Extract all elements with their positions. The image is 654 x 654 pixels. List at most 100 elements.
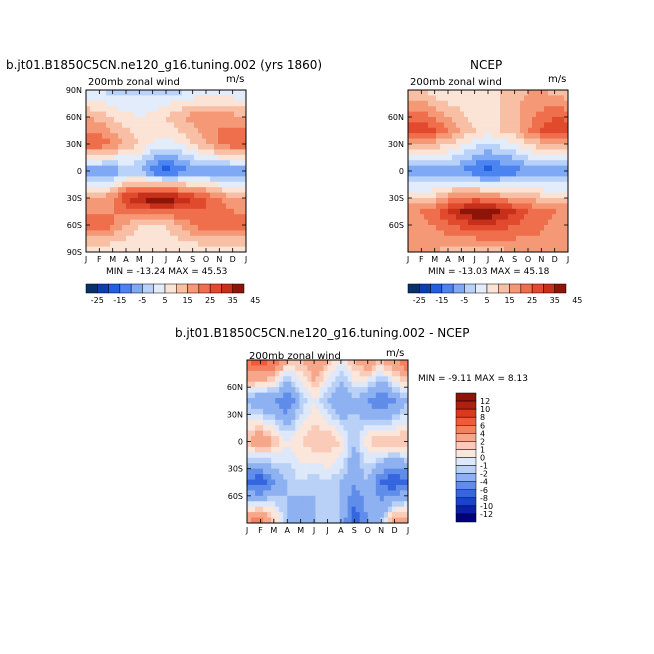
ncep-heatmap-cell <box>548 138 553 145</box>
diff-heatmap-cell <box>375 408 381 415</box>
ncep-heatmap-cell <box>492 100 497 107</box>
ncep-heatmap-cell <box>444 122 449 129</box>
diff-heatmap-cell <box>387 365 393 372</box>
ncep-heatmap-cell <box>540 165 545 172</box>
model-heatmap-cell <box>218 95 223 102</box>
model-heatmap-cell <box>186 181 191 188</box>
model-heatmap-cell <box>90 122 95 129</box>
diff-heatmap-cell <box>343 381 349 388</box>
diff-heatmap-cell <box>383 506 389 513</box>
model-heatmap-cell <box>190 138 195 145</box>
ncep-heatmap-cell <box>492 117 497 123</box>
diff-heatmap-cell <box>299 484 304 491</box>
ncep-heatmap-cell <box>484 219 489 226</box>
model-heatmap-cell <box>126 181 131 188</box>
model-heatmap-cell <box>242 90 247 96</box>
model-heatmap-cell <box>138 95 143 102</box>
diff-heatmap-cell <box>275 430 280 437</box>
model-heatmap-cell <box>162 144 167 150</box>
model-heatmap-cell <box>162 160 167 166</box>
diff-heatmap-cell <box>267 517 272 524</box>
model-heatmap-cell <box>114 208 119 215</box>
diff-heatmap-cell <box>299 457 304 464</box>
ncep-heatmap-cell <box>468 198 473 204</box>
diff-heatmap-cell <box>399 463 405 470</box>
diff-colorbar-swatch <box>455 408 477 418</box>
diff-heatmap-cell <box>351 517 357 524</box>
model-heatmap-cell <box>150 176 155 183</box>
ncep-heatmap-cell <box>500 246 505 253</box>
model-heatmap-cell <box>214 225 219 231</box>
model-heatmap-cell <box>178 144 183 150</box>
ncep-xtick-label: O <box>525 255 531 264</box>
model-heatmap-cell <box>186 100 191 107</box>
ncep-heatmap-cell <box>428 133 433 139</box>
model-heatmap-cell <box>230 133 235 139</box>
diff-heatmap-cell <box>267 370 272 377</box>
model-heatmap-cell <box>222 208 227 215</box>
model-heatmap-cell <box>98 117 103 123</box>
diff-heatmap-cell <box>279 452 284 459</box>
ncep-heatmap-cell <box>488 176 493 183</box>
ncep-heatmap-cell <box>512 144 517 150</box>
model-heatmap-cell <box>114 171 119 177</box>
diff-heatmap-cell <box>315 408 320 415</box>
ncep-heatmap-cell <box>472 133 477 139</box>
ncep-heatmap-cell <box>548 235 553 242</box>
ncep-heatmap-cell <box>544 198 549 204</box>
model-heatmap-cell <box>122 198 127 204</box>
model-heatmap-cell <box>150 122 155 129</box>
model-heatmap-cell <box>234 214 239 220</box>
ncep-heatmap-cell <box>460 149 465 156</box>
model-heatmap-cell <box>158 246 163 253</box>
diff-heatmap-cell <box>303 403 308 410</box>
diff-heatmap-cell <box>375 457 381 464</box>
ncep-heatmap-cell <box>500 95 505 102</box>
model-heatmap-cell <box>102 144 107 150</box>
diff-heatmap-cell <box>275 479 280 486</box>
diff-heatmap-cell <box>331 452 336 459</box>
diff-heatmap-cell <box>343 414 349 421</box>
ncep-heatmap-cell <box>488 106 493 112</box>
diff-heatmap-cell <box>403 360 409 366</box>
ncep-heatmap-cell <box>500 111 505 118</box>
diff-heatmap-cell <box>351 408 357 415</box>
diff-heatmap-cell <box>367 436 373 442</box>
diff-heatmap-cell <box>287 441 292 448</box>
model-colorbar-label: -15 <box>113 296 126 305</box>
diff-heatmap-cell <box>291 441 296 448</box>
ncep-heatmap-cell <box>564 154 569 161</box>
model-heatmap-cell <box>170 192 175 199</box>
model-heatmap-cell <box>202 90 207 96</box>
ncep-heatmap-cell <box>552 192 557 199</box>
diff-heatmap-cell <box>343 441 349 448</box>
model-heatmap-cell <box>222 144 227 150</box>
model-heatmap-cell <box>198 203 203 210</box>
diff-heatmap-cell <box>367 463 373 470</box>
diff-heatmap-cell <box>323 490 328 497</box>
model-heatmap-cell <box>170 219 175 226</box>
model-heatmap-cell <box>130 127 135 134</box>
ncep-heatmap-cell <box>500 90 505 96</box>
model-heatmap-cell <box>114 203 119 210</box>
diff-heatmap-cell <box>367 398 373 404</box>
diff-heatmap-cell <box>359 463 365 470</box>
ncep-heatmap-cell <box>412 208 417 215</box>
model-heatmap-cell <box>226 214 231 220</box>
ncep-heatmap-cell <box>452 246 457 253</box>
model-heatmap-cell <box>110 106 115 112</box>
diff-heatmap-cell <box>279 419 284 426</box>
ncep-heatmap-cell <box>420 122 425 129</box>
model-heatmap-cell <box>90 246 95 253</box>
ncep-heatmap-cell <box>408 176 413 183</box>
model-heatmap-cell <box>90 111 95 118</box>
model-heatmap-cell <box>182 90 187 96</box>
diff-ytick-label: 30S <box>228 465 243 474</box>
ncep-heatmap-cell <box>524 117 529 123</box>
ncep-heatmap-cell <box>444 160 449 166</box>
ncep-heatmap-cell <box>416 219 421 226</box>
ncep-heatmap-cell <box>500 117 505 123</box>
ncep-heatmap-cell <box>524 122 529 129</box>
ncep-heatmap-cell <box>536 192 541 199</box>
model-heatmap-cell <box>114 225 119 231</box>
